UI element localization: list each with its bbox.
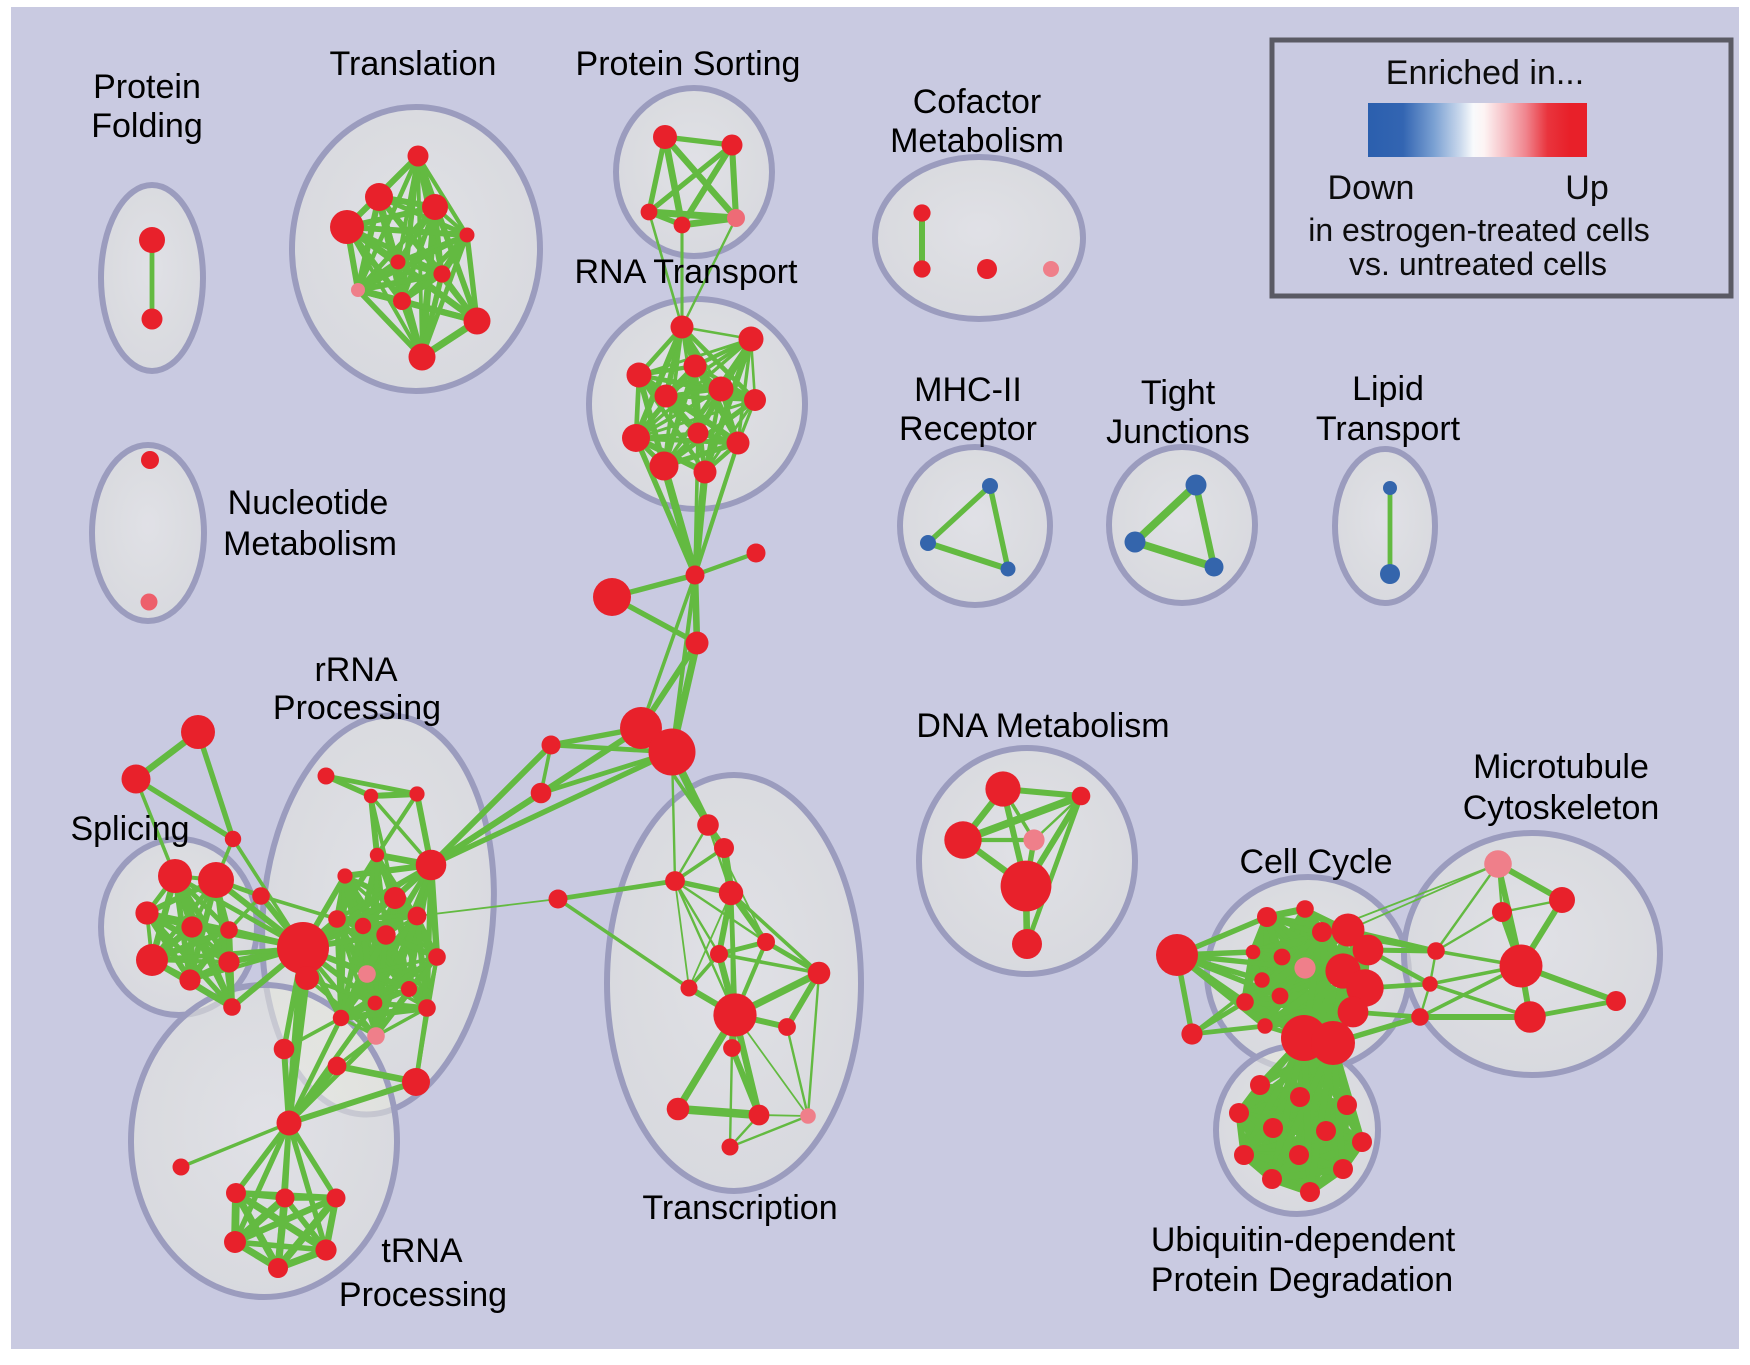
svg-text:Metabolism: Metabolism	[223, 525, 397, 563]
svg-text:Microtubule: Microtubule	[1473, 748, 1649, 786]
svg-text:Protein: Protein	[93, 68, 201, 106]
svg-text:Splicing: Splicing	[70, 810, 189, 848]
svg-text:Translation: Translation	[330, 45, 497, 83]
svg-text:Tight: Tight	[1141, 374, 1216, 412]
svg-text:Cofactor: Cofactor	[913, 83, 1042, 121]
svg-text:rRNA: rRNA	[314, 651, 397, 689]
svg-text:MHC-II: MHC-II	[914, 371, 1022, 409]
svg-text:Ubiquitin-dependent: Ubiquitin-dependent	[1151, 1221, 1456, 1259]
svg-text:Cytoskeleton: Cytoskeleton	[1463, 789, 1660, 827]
svg-text:Processing: Processing	[273, 689, 441, 727]
svg-text:in estrogen-treated cells: in estrogen-treated cells	[1308, 212, 1650, 248]
svg-text:Nucleotide: Nucleotide	[228, 484, 389, 522]
svg-text:Receptor: Receptor	[899, 410, 1037, 448]
svg-text:Up: Up	[1565, 169, 1608, 207]
svg-text:DNA Metabolism: DNA Metabolism	[916, 707, 1169, 745]
svg-text:Protein Degradation: Protein Degradation	[1151, 1261, 1453, 1299]
svg-text:tRNA: tRNA	[381, 1232, 463, 1270]
svg-text:Down: Down	[1328, 169, 1415, 207]
svg-text:Processing: Processing	[339, 1276, 507, 1314]
svg-text:Enriched in...: Enriched in...	[1386, 54, 1584, 92]
svg-text:Folding: Folding	[91, 107, 203, 145]
svg-text:Junctions: Junctions	[1106, 413, 1250, 451]
svg-text:Transcription: Transcription	[642, 1189, 837, 1227]
svg-text:vs. untreated cells: vs. untreated cells	[1349, 246, 1607, 282]
svg-text:Lipid: Lipid	[1352, 370, 1424, 408]
svg-text:Transport: Transport	[1316, 410, 1461, 448]
svg-text:RNA Transport: RNA Transport	[575, 253, 799, 291]
svg-text:Protein Sorting: Protein Sorting	[576, 45, 801, 83]
svg-text:Metabolism: Metabolism	[890, 122, 1064, 160]
svg-text:Cell Cycle: Cell Cycle	[1239, 843, 1392, 881]
